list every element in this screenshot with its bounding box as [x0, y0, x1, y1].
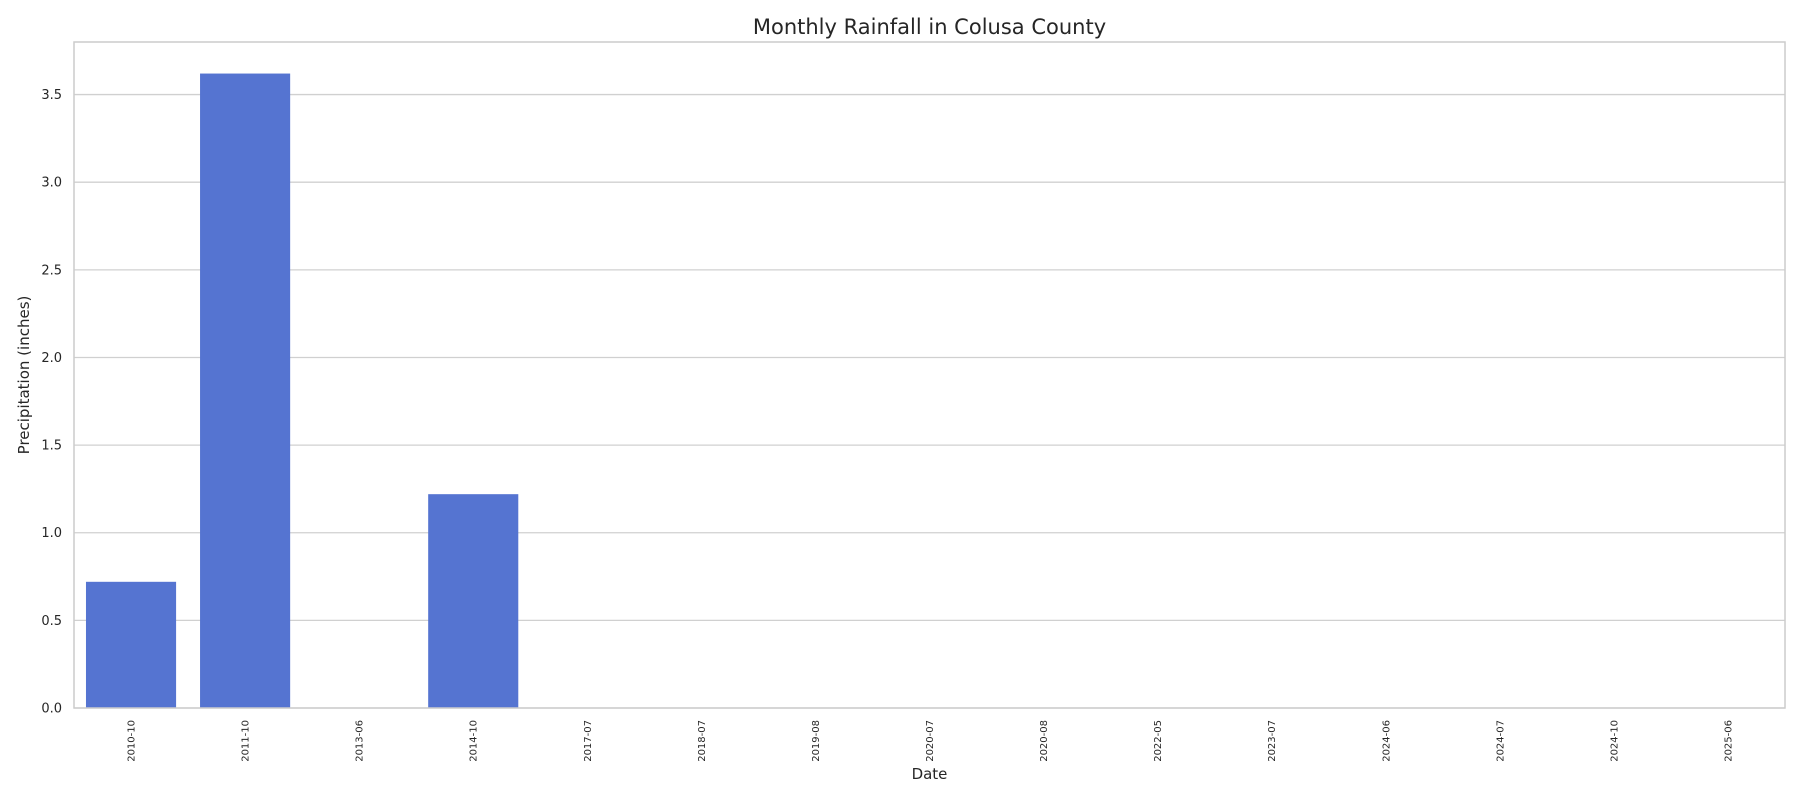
y-tick-label: 2.5 [41, 263, 62, 278]
bar [200, 73, 291, 709]
bars [85, 73, 519, 709]
x-axis-label: Date [912, 765, 948, 783]
x-tick-label: 2022-05 [1153, 720, 1164, 762]
y-tick-label: 1.5 [41, 439, 62, 454]
y-tick-label: 0.5 [41, 614, 62, 629]
x-tick-label: 2025-06 [1723, 720, 1734, 762]
x-tick-label: 2023-07 [1267, 720, 1278, 762]
x-tick-label: 2010-10 [127, 720, 138, 762]
x-tick-label: 2014-10 [469, 720, 480, 762]
y-tick-label: 2.0 [41, 351, 62, 366]
x-tick-label: 2020-08 [1039, 720, 1050, 762]
y-axis-label: Precipitation (inches) [15, 296, 33, 455]
y-tick-label: 0.0 [41, 702, 62, 717]
bar [428, 494, 519, 708]
y-tick-label: 1.0 [41, 526, 62, 541]
x-tick-label: 2024-06 [1381, 720, 1392, 762]
x-tick-label: 2013-06 [355, 720, 366, 762]
x-tick-label: 2019-08 [811, 720, 822, 762]
y-tick-labels: 0.0 0.5 1.0 1.5 2.0 2.5 3.0 3.5 [41, 88, 62, 716]
x-tick-label: 2011-10 [241, 720, 252, 762]
y-tick-label: 3.0 [41, 176, 62, 191]
x-tick-label: 2018-07 [697, 720, 708, 762]
y-tick-label: 3.5 [41, 88, 62, 103]
x-tick-label: 2017-07 [583, 720, 594, 762]
chart-title: Monthly Rainfall in Colusa County [753, 15, 1106, 39]
x-tick-label: 2024-10 [1609, 720, 1620, 762]
x-tick-label: 2024-07 [1495, 720, 1506, 762]
grid-lines [74, 93, 1785, 709]
plot-frame [73, 41, 1786, 709]
x-tick-labels: 2010-10 2011-10 2013-06 2014-10 2017-07 2018-… [127, 720, 1735, 762]
bar [85, 581, 177, 708]
x-tick-label: 2020-07 [925, 720, 936, 762]
